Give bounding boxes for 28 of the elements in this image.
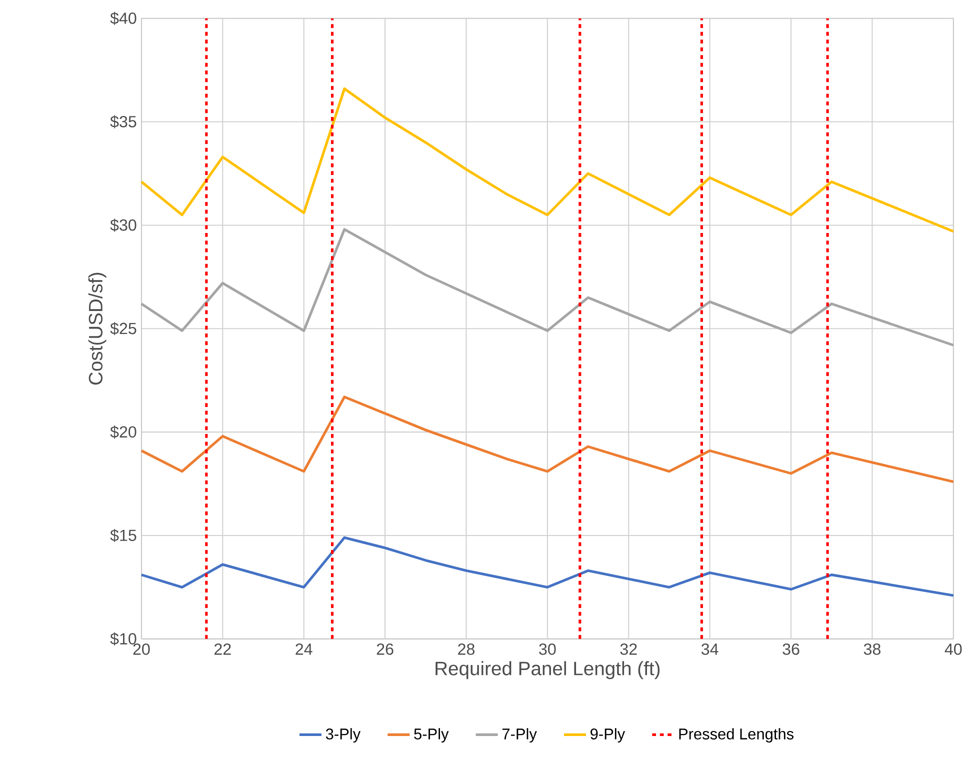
legend-label: Pressed Lengths [679,728,794,742]
y-tick-label: $35 [110,115,136,128]
y-tick-label: $15 [110,528,136,542]
x-tick-label: 38 [864,643,880,655]
x-tick-label: 30 [539,643,556,655]
legend-label: 9-Ply [590,728,626,742]
x-tick-label: 28 [458,643,474,655]
y-tick-label: $10 [110,632,136,646]
y-tick-label: $30 [110,218,136,232]
x-tick-label: 40 [944,643,962,655]
y-tick-label: $40 [110,12,136,25]
y-axis-title: Cost(USD/sf) [88,272,106,384]
x-tick-label: 34 [701,643,718,655]
line-series [140,395,955,483]
line-series [140,536,955,597]
line-series [140,87,955,233]
legend-label: 3-Ply [326,728,361,742]
x-tick-label: 32 [620,643,637,655]
x-tick-label: 24 [296,643,312,655]
y-tick-label: $25 [110,322,136,336]
x-tick-label: 20 [133,643,150,655]
x-tick-label: 22 [214,643,231,655]
y-tick-label: $20 [110,425,136,438]
legend-label: 7-Ply [502,728,537,742]
x-tick-label: 36 [782,643,800,655]
legend-label: 5-Ply [414,728,449,742]
x-axis-title: Required Panel Length (ft) [436,661,660,680]
x-tick-label: 26 [376,643,394,655]
